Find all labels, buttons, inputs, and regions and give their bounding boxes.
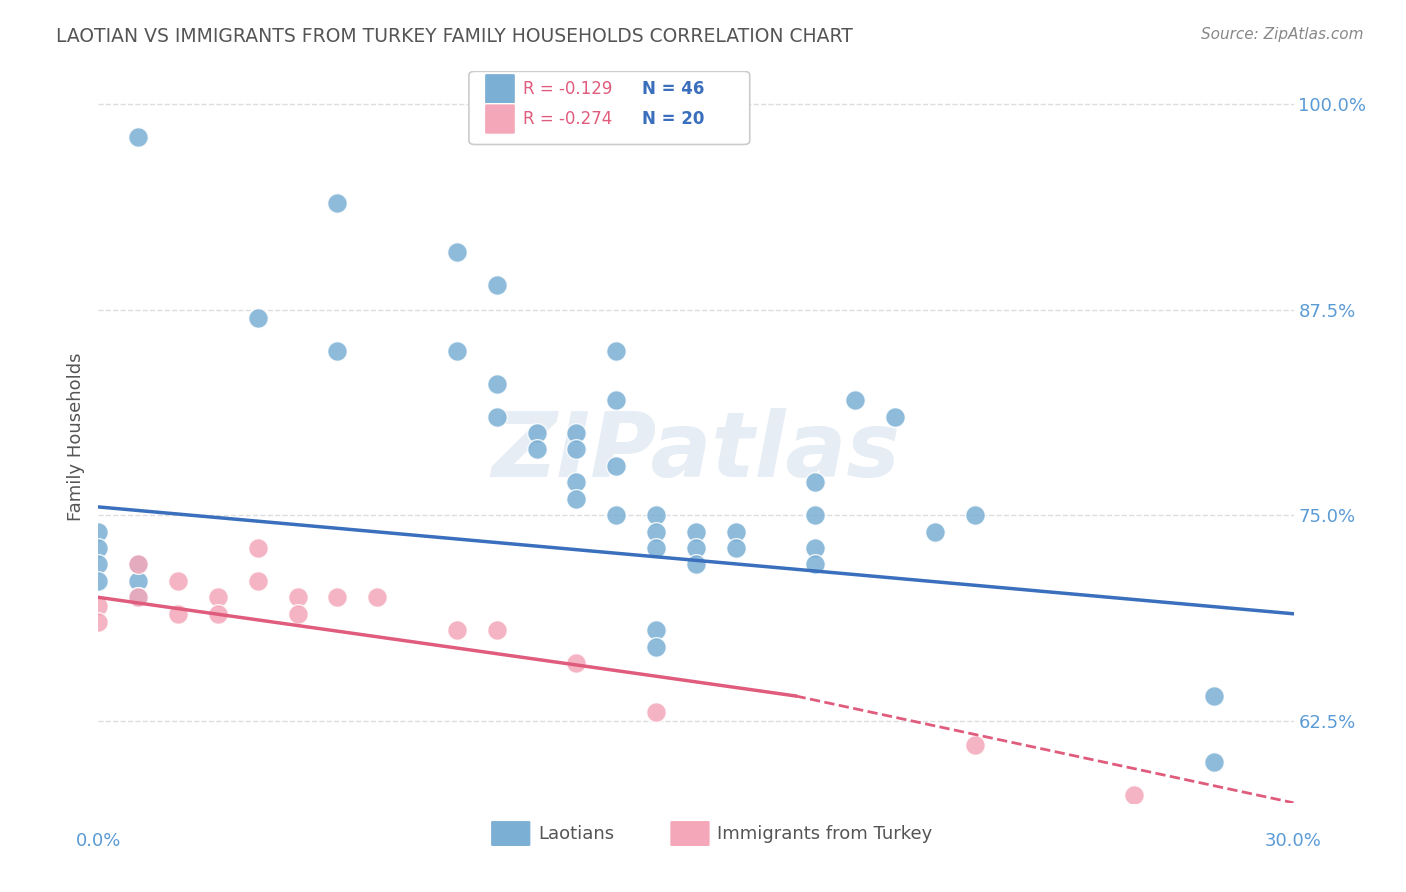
Text: LAOTIAN VS IMMIGRANTS FROM TURKEY FAMILY HOUSEHOLDS CORRELATION CHART: LAOTIAN VS IMMIGRANTS FROM TURKEY FAMILY…	[56, 27, 853, 45]
Point	[127, 558, 149, 572]
Point	[645, 624, 668, 638]
Point	[844, 393, 866, 408]
Text: 0.0%: 0.0%	[76, 832, 121, 850]
Point	[804, 558, 827, 572]
Point	[326, 591, 349, 605]
Point	[804, 541, 827, 555]
Point	[963, 508, 986, 523]
Point	[1123, 788, 1146, 802]
Point	[446, 245, 468, 260]
Point	[645, 524, 668, 539]
Point	[884, 409, 907, 424]
Point	[526, 425, 548, 440]
Point	[1202, 755, 1225, 769]
Point	[366, 591, 388, 605]
Point	[207, 591, 229, 605]
Point	[485, 409, 508, 424]
Point	[246, 574, 269, 588]
Point	[127, 591, 149, 605]
Point	[526, 442, 548, 457]
FancyBboxPatch shape	[491, 821, 531, 847]
Point	[645, 541, 668, 555]
Point	[87, 599, 110, 613]
Point	[804, 508, 827, 523]
Point	[167, 607, 190, 621]
FancyBboxPatch shape	[485, 73, 516, 104]
Point	[1202, 689, 1225, 703]
Point	[246, 310, 269, 325]
Point	[565, 491, 588, 506]
Point	[87, 558, 110, 572]
Text: N = 20: N = 20	[643, 110, 704, 128]
FancyBboxPatch shape	[470, 71, 749, 145]
Point	[87, 541, 110, 555]
Point	[924, 524, 946, 539]
Point	[605, 343, 627, 358]
Y-axis label: Family Households: Family Households	[66, 353, 84, 521]
Point	[685, 524, 707, 539]
Point	[326, 195, 349, 210]
Point	[485, 376, 508, 391]
Point	[87, 574, 110, 588]
Point	[804, 475, 827, 490]
Point	[326, 343, 349, 358]
Text: N = 46: N = 46	[643, 79, 704, 98]
Point	[724, 524, 747, 539]
Point	[287, 607, 309, 621]
Point	[127, 558, 149, 572]
FancyBboxPatch shape	[669, 821, 710, 847]
Point	[724, 541, 747, 555]
Point	[605, 508, 627, 523]
Text: 30.0%: 30.0%	[1265, 832, 1322, 850]
Point	[127, 130, 149, 145]
Point	[565, 475, 588, 490]
Text: R = -0.129: R = -0.129	[523, 79, 612, 98]
Point	[645, 706, 668, 720]
Point	[246, 541, 269, 555]
Point	[87, 524, 110, 539]
Point	[207, 607, 229, 621]
Point	[446, 343, 468, 358]
Point	[963, 739, 986, 753]
Point	[127, 574, 149, 588]
Point	[605, 458, 627, 473]
FancyBboxPatch shape	[485, 103, 516, 135]
Point	[167, 574, 190, 588]
Text: R = -0.274: R = -0.274	[523, 110, 612, 128]
Text: ZIPatlas: ZIPatlas	[492, 408, 900, 496]
Point	[565, 425, 588, 440]
Point	[87, 615, 110, 629]
Point	[645, 508, 668, 523]
Point	[565, 656, 588, 670]
Point	[446, 624, 468, 638]
Point	[485, 278, 508, 293]
Point	[127, 591, 149, 605]
Point	[605, 393, 627, 408]
Point	[685, 558, 707, 572]
Point	[287, 591, 309, 605]
Text: Laotians: Laotians	[538, 824, 614, 843]
Text: Source: ZipAtlas.com: Source: ZipAtlas.com	[1201, 27, 1364, 42]
Point	[645, 640, 668, 654]
Point	[565, 442, 588, 457]
Point	[485, 624, 508, 638]
Point	[685, 541, 707, 555]
Text: Immigrants from Turkey: Immigrants from Turkey	[717, 824, 932, 843]
